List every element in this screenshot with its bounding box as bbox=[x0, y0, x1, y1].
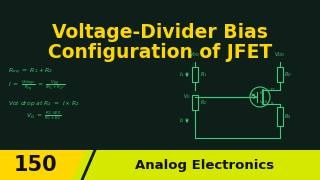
Text: D: D bbox=[271, 88, 274, 92]
Text: Voltage-Divider Bias: Voltage-Divider Bias bbox=[52, 22, 268, 42]
Text: $I\ =\ \frac{V_{oltage}}{R_{eq}}\ =\ \frac{V_{DD}}{(R_1+R_2)}$: $I\ =\ \frac{V_{oltage}}{R_{eq}}\ =\ \fr… bbox=[8, 78, 66, 94]
Text: $R_S$: $R_S$ bbox=[284, 112, 292, 121]
Text: $Vot\ drop\ at\ R_2\ =\ I\times R_2$: $Vot\ drop\ at\ R_2\ =\ I\times R_2$ bbox=[8, 98, 80, 107]
Text: $R_2$: $R_2$ bbox=[199, 98, 207, 107]
Text: Analog Electronics: Analog Electronics bbox=[135, 159, 275, 172]
Bar bbox=[192, 67, 198, 82]
Text: $V_G$: $V_G$ bbox=[183, 93, 191, 102]
Bar bbox=[277, 67, 283, 82]
Text: $V_{GS}$: $V_{GS}$ bbox=[259, 98, 268, 106]
Text: $R_{eq}\ =\ R_1+R_2$: $R_{eq}\ =\ R_1+R_2$ bbox=[8, 67, 53, 77]
Text: S: S bbox=[271, 102, 274, 106]
Text: 150: 150 bbox=[14, 155, 58, 175]
Bar bbox=[192, 95, 198, 110]
Text: $V_{DD}$: $V_{DD}$ bbox=[275, 50, 285, 59]
Text: $V_{DD}$: $V_{DD}$ bbox=[189, 50, 201, 59]
Text: $R_1$: $R_1$ bbox=[199, 70, 207, 79]
Polygon shape bbox=[0, 150, 320, 180]
Text: $I_1$: $I_1$ bbox=[180, 71, 185, 79]
Text: $I_2$: $I_2$ bbox=[180, 117, 185, 125]
Polygon shape bbox=[0, 150, 85, 180]
Bar bbox=[277, 107, 283, 126]
Text: $V_G\ =\ \frac{R_2\ V_{DD}}{R_1+R_2}$: $V_G\ =\ \frac{R_2\ V_{DD}}{R_1+R_2}$ bbox=[26, 109, 62, 123]
Text: $I_D$: $I_D$ bbox=[259, 89, 265, 97]
Text: $R_D$: $R_D$ bbox=[284, 70, 292, 79]
Text: Configuration of JFET: Configuration of JFET bbox=[48, 42, 272, 62]
